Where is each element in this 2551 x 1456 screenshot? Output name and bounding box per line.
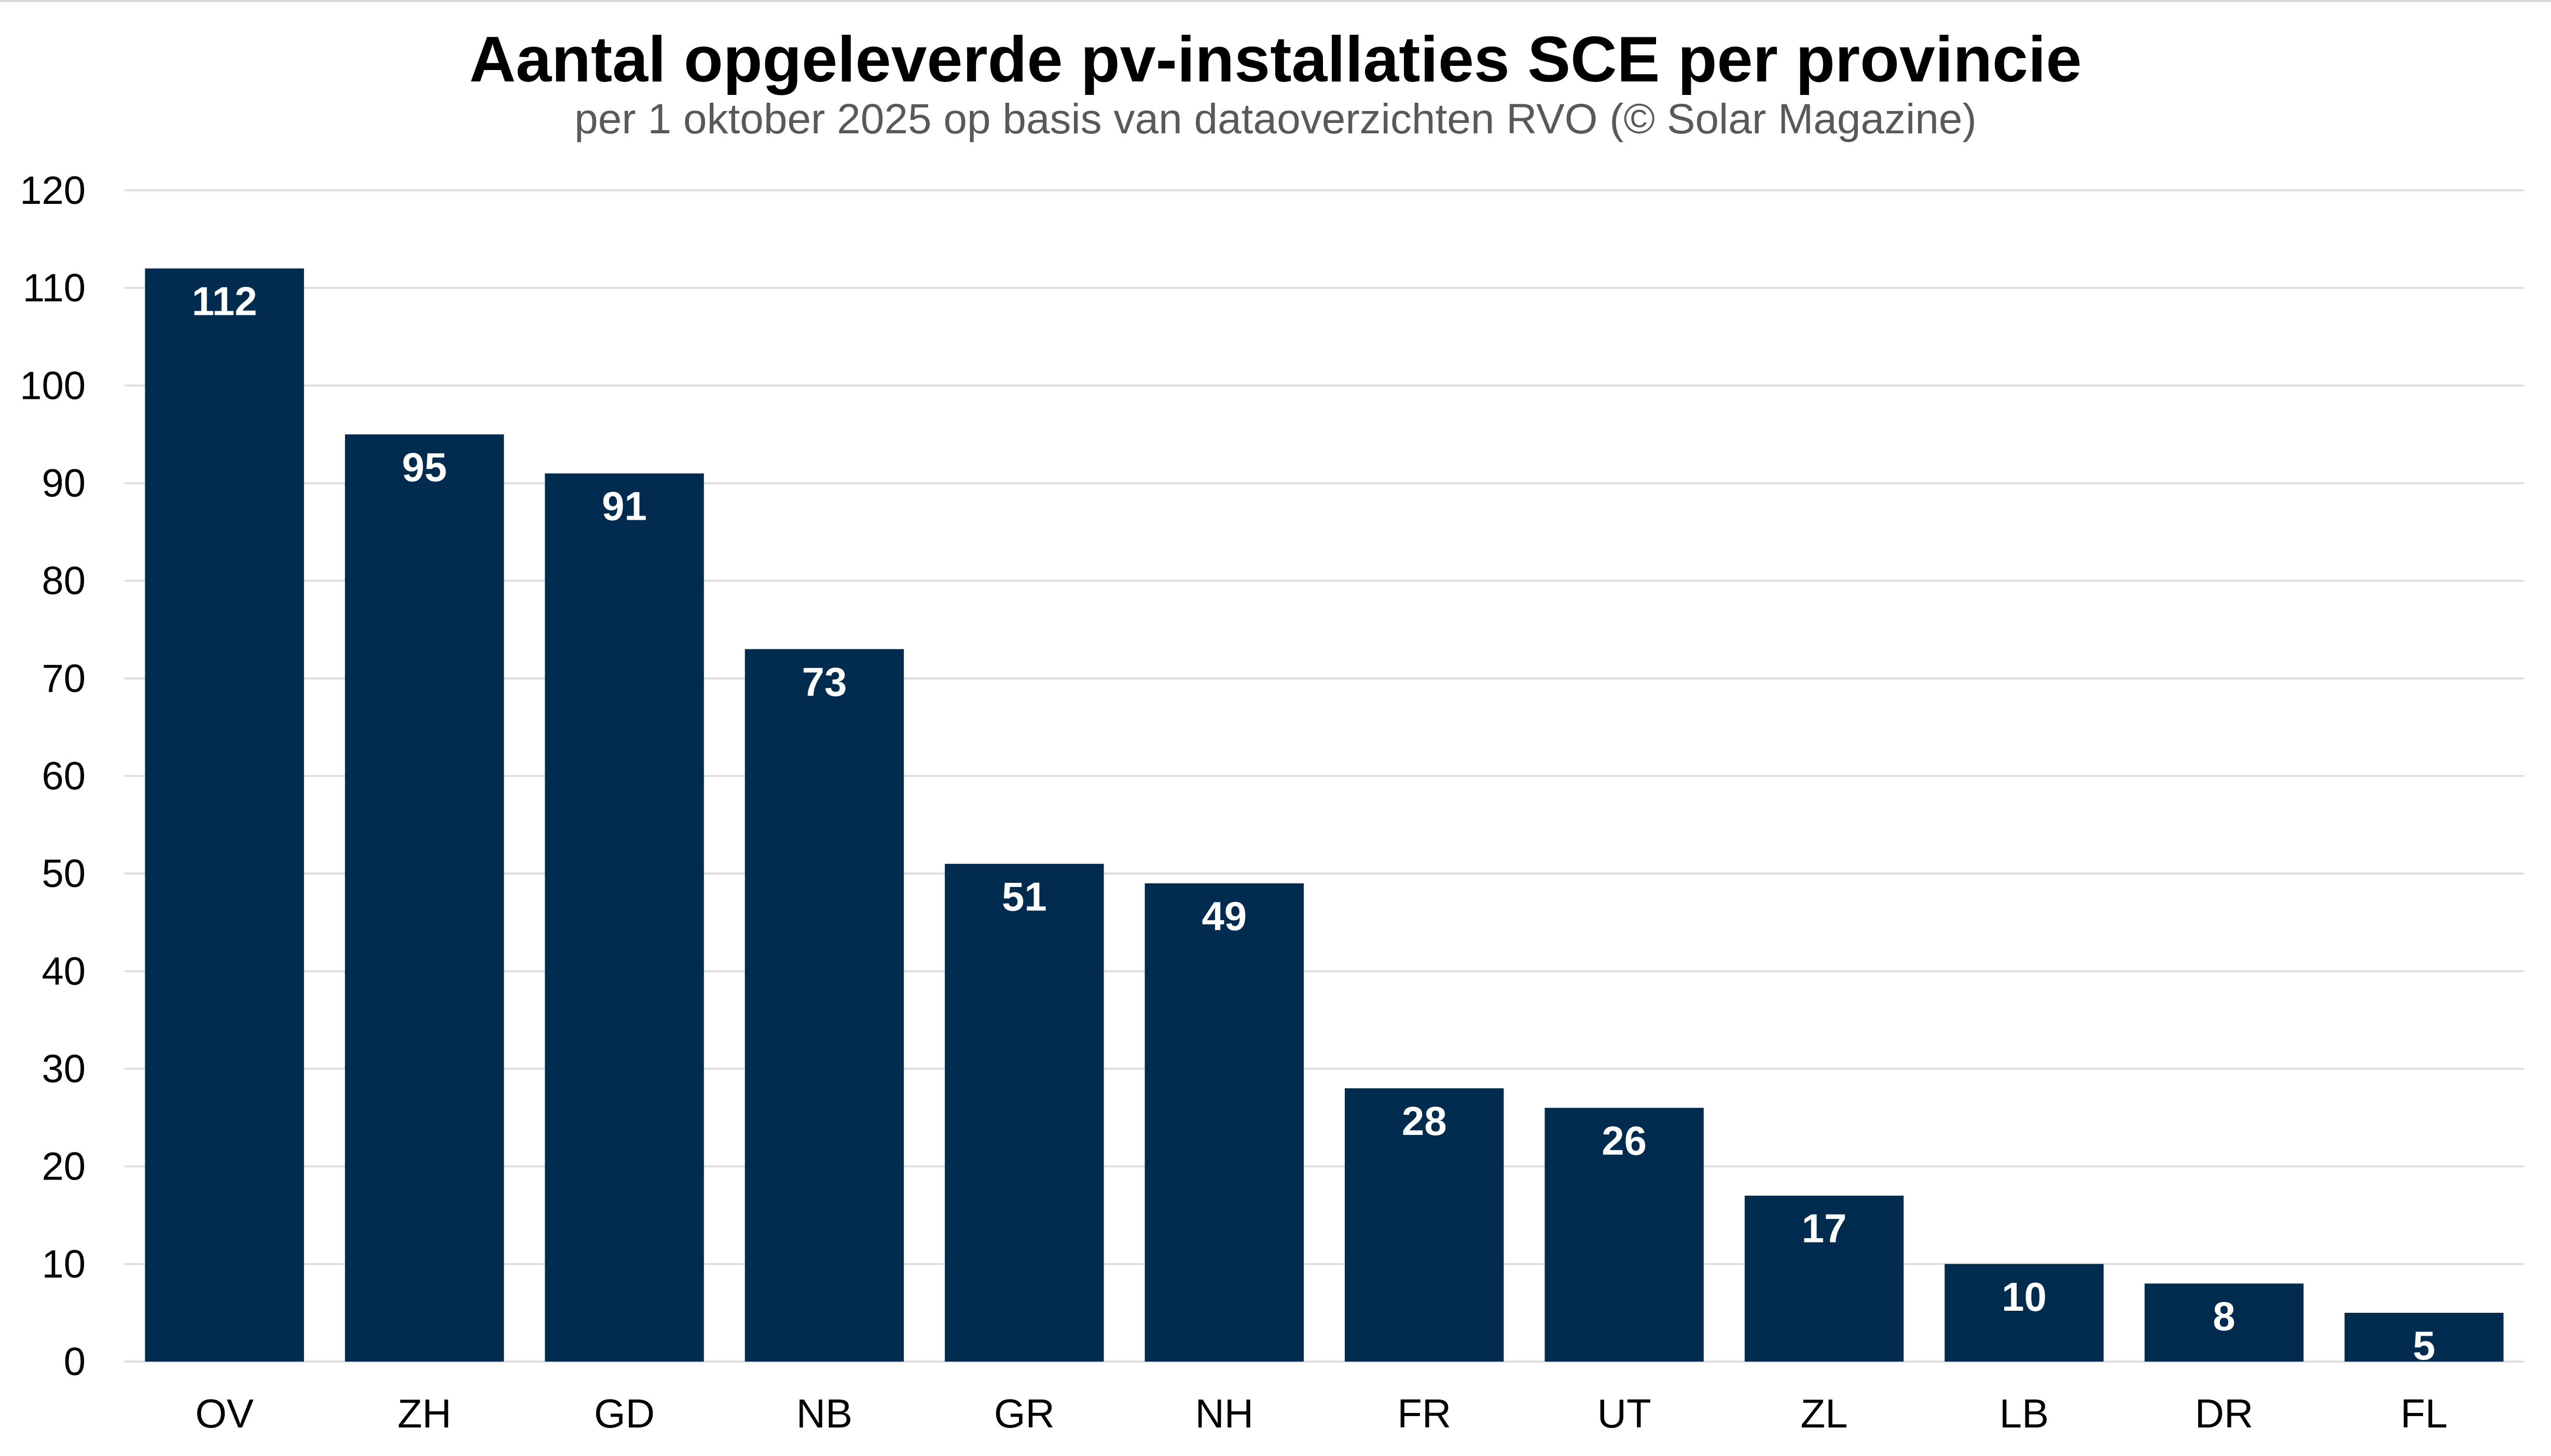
y-axis-ticks: 0 10 20 30 40 50 60 70 80 90 100 110 120 [20,169,86,1384]
x-tick-label: GR [994,1391,1055,1436]
y-tick-label: 60 [42,754,86,798]
x-tick-label: OV [195,1391,254,1436]
y-tick-label: 40 [42,949,86,993]
bar [545,473,704,1362]
x-tick-label: NH [1195,1391,1253,1436]
bar [1744,1196,1904,1362]
bar [2144,1283,2304,1362]
y-tick-label: 90 [42,462,86,506]
bar-value-label: 49 [1202,893,1247,939]
x-tick-label: FL [2401,1391,2448,1436]
x-tick-label: NB [796,1391,852,1436]
bar [1945,1264,2104,1362]
data-labels: 112 95 91 73 51 49 28 26 17 10 8 5 [192,279,2435,1368]
y-tick-label: 100 [20,364,86,408]
x-tick-label: DR [2195,1391,2254,1436]
x-tick-label: UT [1597,1391,1651,1436]
gridlines [125,189,2524,1363]
y-tick-label: 20 [42,1145,86,1189]
x-tick-label: FR [1397,1391,1451,1436]
y-tick-label: 30 [42,1047,86,1091]
bar [2345,1312,2504,1362]
bar [744,649,904,1362]
bar-value-label: 28 [1402,1098,1447,1144]
bar-value-label: 5 [2413,1323,2435,1368]
bar [344,434,504,1362]
bar [945,864,1104,1362]
x-tick-label: ZL [1801,1391,1848,1436]
y-tick-label: 80 [42,559,86,603]
x-axis-ticks: OV ZH GD NB GR NH FR UT ZL LB DR FL [195,1391,2447,1436]
chart-title: Aantal opgeleverde pv-installaties SCE p… [469,24,2082,95]
bar [1545,1107,1704,1362]
bar-value-label: 8 [2213,1293,2235,1339]
bar-value-label: 10 [2002,1274,2047,1320]
top-rule [0,0,2551,2]
bar-value-label: 17 [1802,1205,1847,1251]
bar [1345,1088,1504,1362]
y-tick-label: 110 [23,266,86,310]
bar-value-label: 26 [1602,1118,1647,1163]
x-tick-label: GD [594,1391,655,1436]
bar-value-label: 91 [602,483,647,529]
bar [1144,883,1304,1362]
bars [145,268,2504,1362]
y-tick-label: 120 [20,169,86,213]
bar-value-label: 112 [192,279,257,324]
x-tick-label: LB [2000,1391,2049,1436]
y-tick-label: 70 [42,657,86,701]
bar-value-label: 73 [802,659,847,704]
bar [145,268,304,1362]
bar-value-label: 95 [402,444,447,490]
chart-subtitle: per 1 oktober 2025 op basis van dataover… [574,95,1977,143]
y-tick-label: 10 [42,1242,86,1286]
x-tick-label: ZH [397,1391,451,1436]
y-tick-label: 0 [64,1340,86,1384]
bar-value-label: 51 [1002,873,1047,919]
y-tick-label: 50 [42,852,86,896]
